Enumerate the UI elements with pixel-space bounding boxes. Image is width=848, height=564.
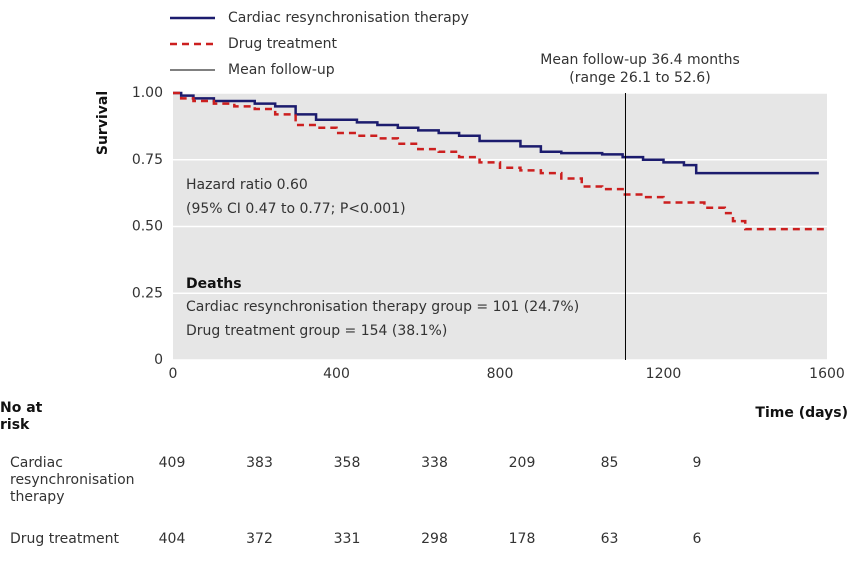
- x-axis-label: Time (days): [755, 405, 848, 421]
- table-title: No at risk: [0, 400, 43, 433]
- risk-count: 9: [692, 455, 702, 471]
- x-tick-label: 400: [323, 366, 350, 382]
- risk-count: 372: [246, 531, 273, 547]
- legend-label: Cardiac resynchronisation therapy: [228, 10, 469, 26]
- y-tick-label: 0.25: [132, 285, 163, 301]
- x-tick-label: 800: [487, 366, 514, 382]
- risk-count: 178: [508, 531, 536, 547]
- reference-label: Mean follow-up 36.4 months: [540, 52, 740, 68]
- survival-curve: [173, 91, 819, 175]
- risk-count: 209: [508, 455, 536, 471]
- y-axis-label: Survival: [95, 91, 111, 155]
- chart: Survival 0 0.25 0.50 0.75 1.00 0 400 800 1200 160…: [95, 10, 845, 382]
- annotation: Hazard ratio 0.60: [186, 177, 308, 193]
- annotation: (95% CI 0.47 to 0.77; P<0.001): [186, 201, 406, 217]
- row-label: Cardiac resynchronisation therapy: [10, 455, 135, 505]
- risk-count: 409: [158, 455, 186, 471]
- risk-count: 383: [246, 455, 273, 471]
- risk-count: 85: [600, 455, 619, 471]
- annotation-title: Deaths: [186, 276, 242, 292]
- risk-count: 404: [158, 531, 186, 547]
- y-tick-label: 1.00: [132, 85, 163, 101]
- x-tick-label: 0: [169, 366, 178, 382]
- legend-label: Mean follow-up: [228, 62, 335, 78]
- x-tick-label: 1200: [646, 366, 682, 382]
- annotation: Drug treatment group = 154 (38.1%): [186, 323, 447, 339]
- reference-label: (range 26.1 to 52.6): [569, 70, 710, 86]
- risk-count: 358: [333, 455, 361, 471]
- y-tick-label: 0.50: [132, 219, 163, 235]
- survival-curve: [173, 91, 827, 231]
- x-tick-label: 1600: [809, 366, 845, 382]
- risk-count: 298: [421, 531, 448, 547]
- row-label: Drug treatment: [10, 531, 119, 547]
- risk-count: 6: [692, 531, 702, 547]
- legend-label: Drug treatment: [228, 36, 337, 52]
- risk-count: 63: [600, 531, 619, 547]
- risk-count: 338: [421, 455, 448, 471]
- y-tick-label: 0: [154, 352, 163, 368]
- y-tick-label: 0.75: [132, 152, 163, 168]
- annotation: Cardiac resynchronisation therapy group …: [186, 299, 579, 315]
- risk-count: 331: [333, 531, 361, 547]
